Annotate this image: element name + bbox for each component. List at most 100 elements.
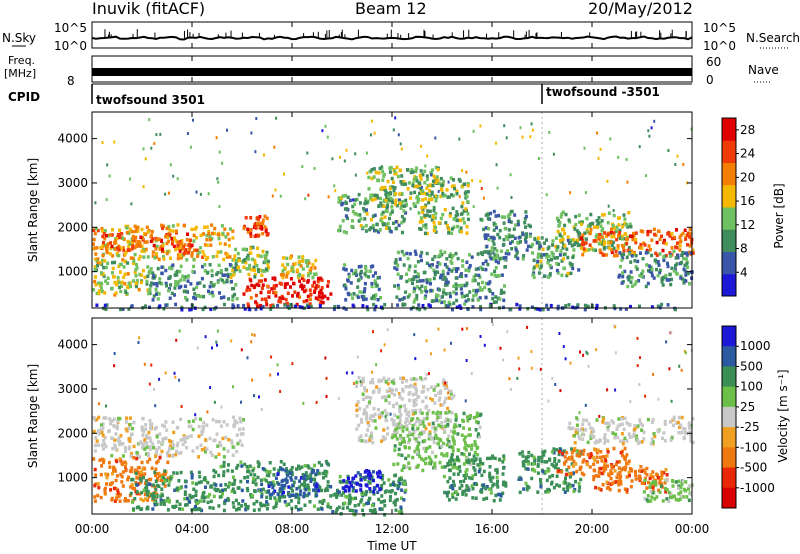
power-cell bbox=[361, 225, 365, 230]
velocity-cell bbox=[109, 488, 113, 492]
power-cell bbox=[121, 258, 125, 262]
power-cell bbox=[344, 307, 348, 311]
velocity-cell bbox=[105, 482, 108, 486]
power-cell bbox=[346, 278, 350, 282]
power-cell bbox=[423, 205, 427, 209]
power-cell bbox=[135, 262, 138, 267]
power-cell bbox=[466, 217, 470, 222]
velocity-cell bbox=[413, 449, 417, 454]
power-cell bbox=[500, 288, 503, 293]
power-cell bbox=[534, 306, 537, 311]
velocity-cell bbox=[392, 404, 396, 409]
power-cell bbox=[681, 231, 685, 236]
velocity-cell bbox=[320, 507, 324, 511]
power-cell bbox=[502, 221, 506, 225]
velocity-cell bbox=[606, 428, 610, 432]
velocity-cell bbox=[383, 490, 387, 494]
velocity-cell bbox=[494, 493, 498, 498]
velocity-cell bbox=[175, 499, 179, 504]
velocity-cell bbox=[476, 453, 480, 457]
power-cell bbox=[127, 245, 131, 249]
power-cell bbox=[587, 248, 591, 252]
power-cell bbox=[94, 252, 98, 256]
velocity-cell bbox=[318, 485, 322, 489]
power-cell bbox=[357, 265, 361, 269]
power-cell bbox=[283, 303, 287, 307]
power-cell bbox=[584, 248, 588, 252]
power-cell bbox=[423, 296, 427, 300]
power-cell bbox=[460, 212, 463, 216]
power-cell bbox=[614, 249, 618, 254]
power-cell bbox=[283, 285, 287, 289]
velocity-cell bbox=[471, 486, 475, 491]
velocity-cell bbox=[362, 397, 365, 402]
velocity-cell bbox=[306, 474, 309, 479]
power-cell bbox=[636, 259, 640, 264]
power-cell bbox=[629, 270, 633, 274]
power-cell bbox=[536, 259, 540, 264]
power-cell bbox=[450, 256, 454, 260]
power-cell bbox=[615, 237, 619, 242]
power-cell bbox=[403, 302, 407, 307]
power-cell bbox=[564, 212, 568, 217]
power-cell bbox=[434, 194, 437, 198]
velocity-cell bbox=[415, 465, 419, 469]
power-cell bbox=[492, 242, 496, 246]
power-cell bbox=[356, 213, 360, 217]
velocity-cell bbox=[371, 390, 375, 395]
power-cell bbox=[376, 178, 380, 182]
velocity-cell bbox=[344, 489, 347, 493]
date-title: 20/May/2012 bbox=[588, 0, 693, 18]
velocity-cell bbox=[433, 461, 437, 466]
power-cell bbox=[265, 232, 269, 237]
velocity-cell bbox=[651, 440, 655, 444]
power-cell bbox=[245, 256, 249, 260]
nsky-tick-bottom: 10^0 bbox=[54, 39, 87, 53]
velocity-cell bbox=[141, 498, 145, 503]
velocity-cell bbox=[297, 464, 300, 468]
power-cell bbox=[688, 232, 692, 236]
velocity-cell bbox=[103, 491, 107, 495]
power-cell bbox=[347, 274, 351, 279]
power-cell bbox=[392, 189, 396, 193]
power-cell bbox=[689, 251, 693, 255]
power-cell bbox=[453, 186, 457, 191]
velocity-cell bbox=[372, 478, 375, 483]
power-cell bbox=[445, 188, 449, 192]
power-cell bbox=[260, 279, 263, 283]
power-cell bbox=[495, 225, 498, 230]
power-cell bbox=[272, 284, 276, 288]
power-cell bbox=[411, 181, 415, 186]
velocity-cell bbox=[354, 481, 358, 485]
velocity-cell bbox=[599, 488, 603, 492]
power-cell bbox=[400, 147, 403, 151]
power-cell bbox=[98, 261, 102, 265]
power-cell bbox=[192, 264, 196, 269]
velocity-cell bbox=[232, 415, 236, 420]
power-cell bbox=[348, 292, 352, 297]
power-cell bbox=[628, 222, 632, 226]
power-cell bbox=[465, 194, 469, 199]
power-cell bbox=[111, 254, 115, 258]
power-cell bbox=[583, 303, 587, 308]
velocity-cell bbox=[282, 486, 286, 490]
power-cell bbox=[418, 174, 422, 179]
power-cell bbox=[432, 228, 436, 233]
power-cell bbox=[620, 243, 624, 248]
velocity-cell bbox=[392, 381, 396, 385]
velocity-cell bbox=[314, 490, 318, 494]
velocity-cell bbox=[237, 502, 241, 506]
velocity-cell bbox=[137, 505, 141, 509]
power-cell bbox=[344, 194, 347, 198]
velocity-cell bbox=[117, 442, 121, 447]
power-cell bbox=[380, 165, 383, 169]
power-cell bbox=[568, 241, 572, 245]
power-cell bbox=[510, 196, 513, 199]
velocity-cell bbox=[418, 454, 422, 459]
power-cell bbox=[517, 236, 521, 240]
velocity-cell bbox=[397, 479, 401, 483]
velocity-cell bbox=[610, 464, 614, 469]
velocity-cell bbox=[168, 444, 172, 448]
velocity-cell bbox=[100, 443, 104, 447]
power-cell bbox=[401, 303, 405, 307]
